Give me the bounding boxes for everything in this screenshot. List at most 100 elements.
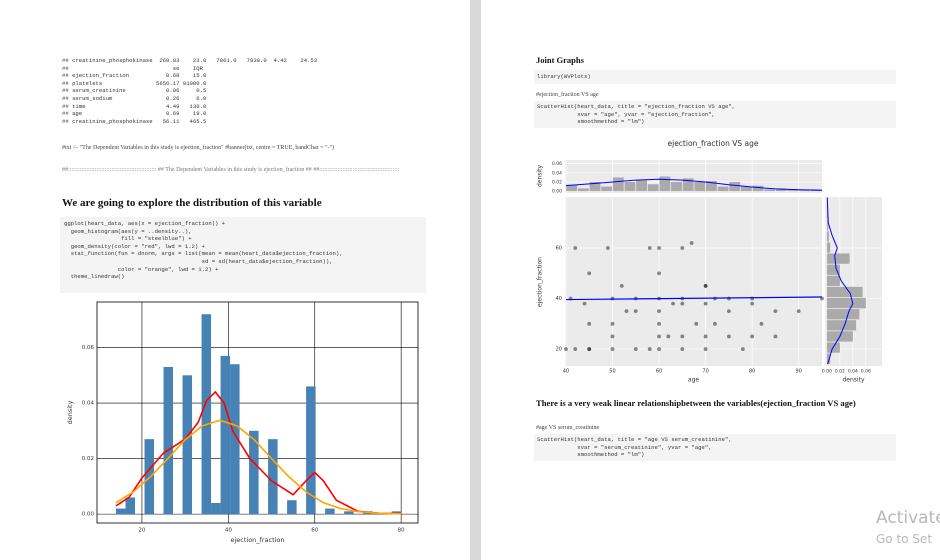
code-line: geom_histogram(aes(y = ..density..), bbox=[64, 227, 192, 235]
x-tick-label: 80 bbox=[749, 369, 755, 375]
scatter-point bbox=[582, 301, 587, 306]
marginal-bar bbox=[647, 184, 659, 192]
code-line: xvar = "serum_creatinine", yvar = "age", bbox=[537, 443, 712, 451]
code-line: smoothmethod = "lm") bbox=[537, 118, 645, 126]
y-tick-label: 0.00 bbox=[82, 512, 95, 518]
y-axis-label: ejection_fraction bbox=[537, 257, 544, 307]
scatter-point bbox=[773, 334, 778, 339]
x-tick-label: 60 bbox=[656, 369, 662, 375]
scatter-point bbox=[587, 321, 592, 326]
scatter-point bbox=[759, 321, 764, 326]
marginal-bar bbox=[826, 309, 860, 320]
scatter-point bbox=[657, 271, 661, 276]
console-output: ## serum_sodium 0.26 6.0 bbox=[62, 95, 207, 102]
x-tick-label: 70 bbox=[702, 369, 708, 375]
scatter-point bbox=[657, 321, 661, 326]
code-line: ggplot(heart_data, aes(x = ejection_frac… bbox=[64, 220, 226, 227]
code-block bbox=[534, 70, 896, 84]
marginal-bar bbox=[577, 188, 589, 192]
x-axis-label: ejection_fraction bbox=[230, 536, 284, 544]
code-line: theme_linedraw() bbox=[64, 273, 125, 281]
scatter-point bbox=[694, 321, 699, 326]
plot-panel bbox=[565, 197, 822, 366]
scatter-point bbox=[680, 246, 685, 250]
scatter-point bbox=[703, 347, 708, 351]
scatter-point bbox=[773, 309, 778, 314]
histogram-bar bbox=[220, 355, 231, 515]
marginal-bar bbox=[706, 181, 717, 192]
code-block bbox=[60, 217, 426, 293]
marginal-bar bbox=[826, 286, 863, 298]
y-tick-label: 20 bbox=[556, 347, 562, 353]
x-tick-label: 0.04 bbox=[848, 369, 858, 375]
histogram-bar bbox=[249, 430, 259, 515]
density-curve bbox=[115, 390, 402, 515]
scatter-point bbox=[610, 321, 615, 326]
x-tick-label: 50 bbox=[609, 369, 615, 375]
y-axis-label: density bbox=[66, 400, 74, 424]
marginal-bar bbox=[601, 186, 613, 192]
scatter-point bbox=[619, 284, 624, 288]
x-tick-label: 60 bbox=[311, 528, 318, 534]
x-tick-label: 0.06 bbox=[861, 369, 871, 375]
console-output: ## se IQR bbox=[62, 64, 203, 72]
histogram-bar bbox=[144, 439, 155, 515]
x-tick-label: 80 bbox=[398, 528, 405, 534]
marginal-bar bbox=[826, 320, 857, 331]
marginal-bar bbox=[826, 264, 840, 275]
banner-text: ##::::::::::::::::::::::::::::::::::::::… bbox=[62, 167, 400, 173]
scatter-point bbox=[587, 347, 592, 351]
comment-text: #ejection_fraction VS age bbox=[536, 92, 599, 98]
scatter-point bbox=[666, 334, 671, 339]
marginal-bar bbox=[826, 209, 828, 220]
marginal-density bbox=[826, 197, 854, 365]
density-curve bbox=[115, 419, 402, 515]
y-tick-label: 60 bbox=[556, 246, 562, 252]
scatter-point bbox=[671, 301, 675, 306]
marginal-bar bbox=[826, 220, 829, 231]
histogram-bar bbox=[306, 386, 316, 515]
console-output: ## creatinine_phosphokinase 56.11 465.5 bbox=[62, 117, 207, 125]
scatter-point bbox=[633, 347, 638, 351]
code-line: stat_function(fun = dnorm, args = list(m… bbox=[64, 250, 343, 258]
y-tick-label: 0.04 bbox=[82, 401, 95, 407]
histogram-bar bbox=[268, 439, 278, 515]
histogram-bar bbox=[287, 500, 297, 515]
histogram-bar bbox=[211, 503, 221, 515]
scatter-point bbox=[573, 246, 578, 250]
scatter-point bbox=[573, 347, 578, 351]
scatter-point bbox=[740, 347, 745, 351]
y-tick-label: 0.04 bbox=[552, 170, 562, 176]
x-tick-label: 20 bbox=[138, 528, 145, 534]
x-axis-label: age bbox=[688, 377, 699, 384]
scatter-point bbox=[633, 309, 638, 314]
scatter-point bbox=[703, 284, 708, 288]
marginal-bar bbox=[826, 353, 831, 364]
console-output: ## ejection_fraction 0.68 15.0 bbox=[62, 72, 207, 80]
console-output: ## serum_creatinine 0.06 0.5 bbox=[62, 87, 207, 95]
marginal-bar bbox=[589, 182, 601, 192]
watermark: Activate bbox=[876, 508, 940, 528]
marginal-bar bbox=[826, 275, 840, 287]
scatter-point bbox=[657, 246, 661, 250]
scatter-point bbox=[680, 347, 685, 351]
y-tick-label: 40 bbox=[556, 296, 562, 302]
console-output: ## creatinine_phosphokinase 269.83 23.0 … bbox=[62, 57, 318, 64]
scatter-point bbox=[713, 321, 717, 326]
scatter-point bbox=[610, 334, 615, 339]
scatter-point bbox=[750, 301, 755, 306]
chart-title: ejection_fraction VS age bbox=[668, 139, 759, 148]
scatter-point bbox=[796, 309, 801, 314]
fit-line bbox=[565, 296, 823, 301]
scatter-point bbox=[657, 309, 661, 314]
x-axis-label: density bbox=[843, 377, 865, 384]
marginal-bar bbox=[717, 186, 729, 192]
console-output: ## time 4.49 130.0 bbox=[62, 102, 207, 110]
code-line: geom_density(color = "red", lwd = 1.2) + bbox=[64, 242, 205, 250]
marginal-bar bbox=[729, 182, 741, 192]
histogram-bar bbox=[344, 511, 354, 515]
scatter-point bbox=[647, 347, 652, 351]
histogram-bar bbox=[163, 366, 174, 515]
code-line: sd = sd(heart_data$ejection_fraction)), bbox=[64, 258, 333, 265]
